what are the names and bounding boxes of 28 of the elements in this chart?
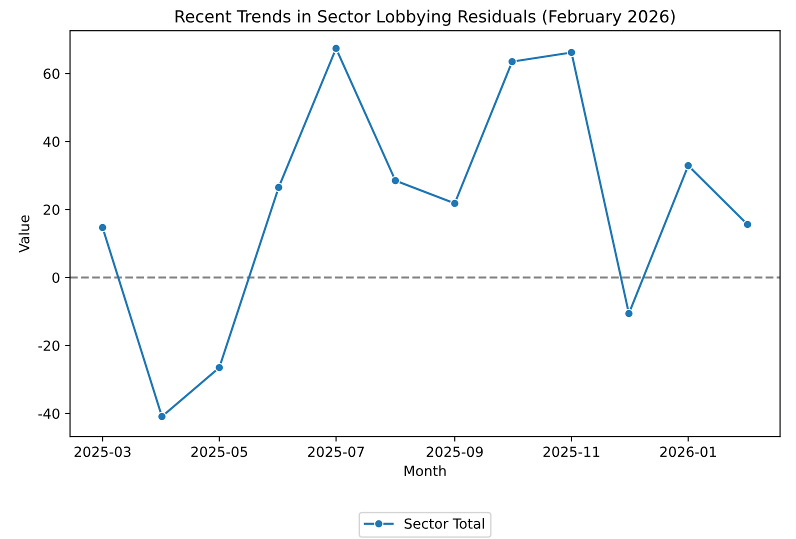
point [684,160,693,170]
y-tick-label: 60 [44,68,60,80]
y-tick-label: 40 [43,136,60,148]
point [507,56,517,66]
point [98,222,108,232]
chart-title: Recent Trends in Sector Lobbying Residuals (February 2026) [176,10,675,26]
legend-label: Sector Total [404,518,484,529]
x-tick-label: 2025-05 [191,446,248,458]
x-tick-label: 2025-09 [426,446,483,458]
point [742,220,752,230]
point [274,182,284,192]
y-tick-label: -20 [38,340,60,351]
y-axis-title: Value [18,215,30,253]
point [214,362,224,372]
point [566,48,576,58]
x-tick-label: 2025-07 [308,446,364,458]
point [624,308,634,318]
x-tick-label: 2025-03 [74,446,130,458]
point [331,44,341,54]
x-tick-label: 2026-01 [660,446,716,458]
y-tick-label: 0 [52,272,60,283]
point [390,176,400,186]
point [157,412,167,422]
x-axis-title: Month [404,465,446,476]
y-tick-label: 20 [44,204,60,215]
y-tick-label: -40 [38,408,60,419]
point [450,198,460,208]
x-tick-label: 2025-11 [543,446,600,458]
